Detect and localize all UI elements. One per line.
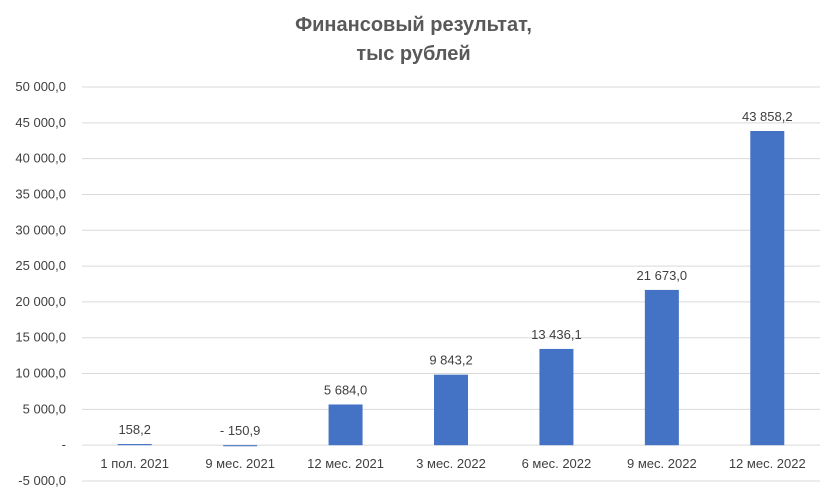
- x-tick-label: 6 мес. 2022: [522, 456, 592, 471]
- y-tick-label: -5 000,0: [18, 473, 66, 488]
- x-tick-label: 12 мес. 2022: [729, 456, 806, 471]
- x-tick-label: 3 мес. 2022: [416, 456, 486, 471]
- y-tick-label: 50 000,0: [15, 79, 66, 94]
- data-label: 21 673,0: [637, 268, 688, 283]
- bar: [750, 130, 785, 446]
- bar: [117, 444, 152, 446]
- data-label: - 150,9: [220, 423, 260, 438]
- x-tick-label: 9 мес. 2021: [205, 456, 275, 471]
- data-label: 158,2: [118, 422, 151, 437]
- chart-title-line-2: тыс рублей: [356, 43, 471, 65]
- y-tick-label: 45 000,0: [15, 115, 66, 130]
- bar: [223, 445, 258, 447]
- y-tick-label: 10 000,0: [15, 366, 66, 381]
- x-tick-label: 12 мес. 2021: [307, 456, 384, 471]
- data-label: 13 436,1: [531, 327, 582, 342]
- y-tick-label: 15 000,0: [15, 330, 66, 345]
- y-tick-label: -: [62, 437, 66, 452]
- bar: [539, 348, 574, 446]
- bar: [328, 404, 363, 446]
- data-label: 9 843,2: [429, 353, 472, 368]
- chart-title-line-1: Финансовый результат,: [295, 14, 532, 36]
- data-label: 5 684,0: [324, 382, 367, 397]
- y-tick-label: 25 000,0: [15, 258, 66, 273]
- y-tick-label: 35 000,0: [15, 186, 66, 201]
- y-tick-label: 20 000,0: [15, 294, 66, 309]
- bar: [644, 289, 679, 446]
- bar: [434, 374, 468, 446]
- x-tick-label: 1 пол. 2021: [100, 456, 169, 471]
- data-label: 43 858,2: [742, 109, 793, 124]
- y-tick-label: 30 000,0: [15, 222, 66, 237]
- y-tick-label: 40 000,0: [15, 151, 66, 166]
- y-tick-label: 5 000,0: [23, 401, 66, 416]
- x-tick-label: 9 мес. 2022: [627, 456, 697, 471]
